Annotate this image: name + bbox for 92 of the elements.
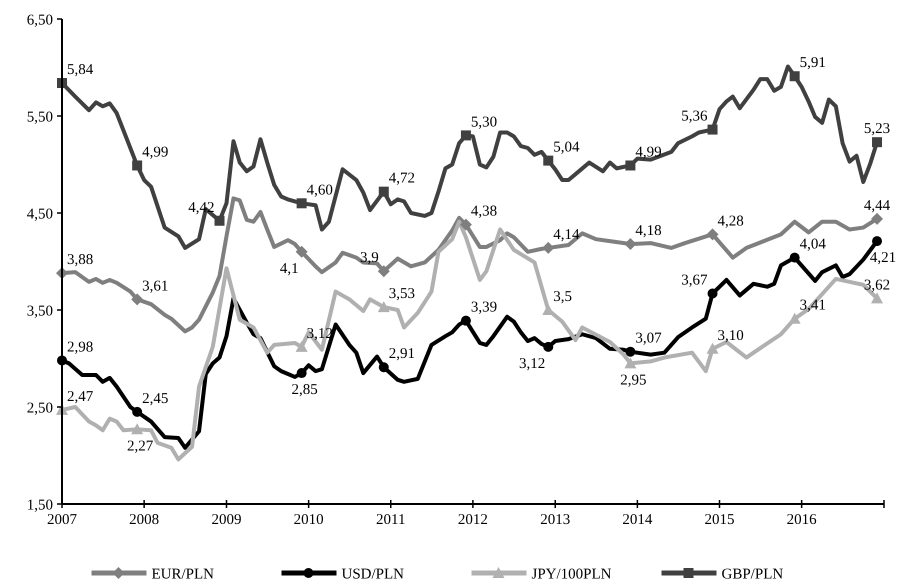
data-label: 5,23 — [864, 121, 890, 138]
y-tick-label: 4,50 — [26, 206, 53, 222]
legend-label: EUR/PLN — [152, 566, 214, 582]
data-label: 3,5 — [553, 289, 572, 305]
data-label: 5,36 — [681, 108, 708, 125]
data-label: 2,98 — [67, 339, 94, 356]
point — [296, 198, 307, 208]
legend-label: GBP/PLN — [722, 566, 784, 582]
data-label: 3,07 — [635, 330, 662, 347]
point — [131, 293, 144, 306]
data-label: 3,53 — [388, 286, 416, 302]
data-label: 5,04 — [553, 140, 580, 156]
point — [378, 362, 389, 372]
data-label: 3,39 — [470, 300, 498, 316]
data-label: 4,99 — [635, 144, 662, 160]
point — [543, 156, 554, 166]
point — [708, 124, 718, 135]
data-label: 4,14 — [553, 226, 580, 243]
point — [460, 218, 472, 231]
legend-label: USD/PLN — [342, 566, 404, 582]
x-tick-label: 2011 — [376, 512, 406, 528]
point — [624, 238, 636, 250]
x-tick-label: 2014 — [622, 512, 653, 528]
x-tick-label: 2007 — [47, 512, 78, 528]
point — [460, 130, 471, 140]
x-tick-label: 2010 — [294, 512, 324, 528]
data-label: 2,45 — [142, 390, 168, 407]
point — [378, 186, 389, 197]
y-tick-label: 5,50 — [26, 109, 53, 126]
point — [871, 292, 884, 304]
data-label: 2,95 — [620, 372, 647, 388]
data-label: 4,72 — [388, 170, 416, 187]
point — [788, 312, 801, 324]
point — [296, 246, 308, 258]
data-label: 2,85 — [292, 382, 318, 398]
data-label: 3,67 — [681, 272, 708, 289]
x-tick-label: 2009 — [211, 512, 242, 528]
data-label: 3,9 — [360, 250, 379, 266]
point — [296, 340, 308, 352]
y-tick-label: 1,50 — [26, 497, 53, 514]
point — [790, 252, 800, 263]
data-label: 4,44 — [864, 198, 891, 214]
data-label: 2,47 — [67, 388, 94, 405]
x-tick-label: 2012 — [458, 512, 488, 528]
x-tick-label: 2013 — [540, 512, 570, 528]
data-label: 4,18 — [635, 223, 662, 240]
data-label: 4,99 — [142, 144, 168, 160]
point — [872, 137, 882, 148]
x-tick-label: 2016 — [786, 512, 818, 528]
point — [706, 228, 719, 240]
data-label: 4,42 — [188, 200, 215, 216]
data-label: 4,28 — [718, 213, 744, 230]
point — [296, 368, 307, 378]
point — [460, 316, 471, 326]
legend-label: JPY/100PLN — [532, 566, 612, 582]
y-tick-label: 3,50 — [26, 303, 53, 320]
data-label: 3,61 — [142, 278, 168, 294]
point — [542, 242, 554, 254]
point — [378, 265, 390, 278]
point — [871, 212, 884, 225]
point — [625, 346, 636, 357]
point — [214, 216, 225, 226]
point — [131, 423, 144, 434]
data-label: 4,60 — [306, 182, 333, 198]
point — [132, 406, 142, 417]
data-label: 3,62 — [864, 277, 890, 294]
data-label: 3,41 — [800, 298, 826, 314]
data-label: 5,30 — [470, 114, 498, 130]
data-label: 5,84 — [67, 62, 94, 78]
data-label: 2,27 — [127, 438, 154, 454]
data-label: 3,88 — [67, 252, 94, 268]
data-label: 3,12 — [519, 356, 546, 372]
point — [378, 301, 390, 312]
data-label: 2,91 — [388, 346, 416, 362]
data-label: 4,38 — [470, 204, 498, 220]
point — [872, 236, 882, 246]
data-label: 4,1 — [280, 260, 299, 277]
point — [543, 342, 554, 352]
data-label: 3,10 — [718, 328, 744, 344]
data-label: 4,21 — [870, 250, 896, 266]
point — [132, 160, 142, 170]
data-label: 5,91 — [800, 55, 826, 72]
point — [708, 288, 718, 299]
point — [706, 342, 719, 354]
y-tick-label: 2,50 — [26, 400, 53, 416]
data-label: 4,04 — [800, 236, 826, 253]
point — [624, 357, 636, 368]
point — [790, 71, 800, 82]
x-tick-label: 2015 — [704, 512, 735, 528]
x-tick-label: 2008 — [129, 512, 160, 528]
point — [625, 160, 636, 170]
y-tick-label: 6,50 — [26, 12, 53, 28]
